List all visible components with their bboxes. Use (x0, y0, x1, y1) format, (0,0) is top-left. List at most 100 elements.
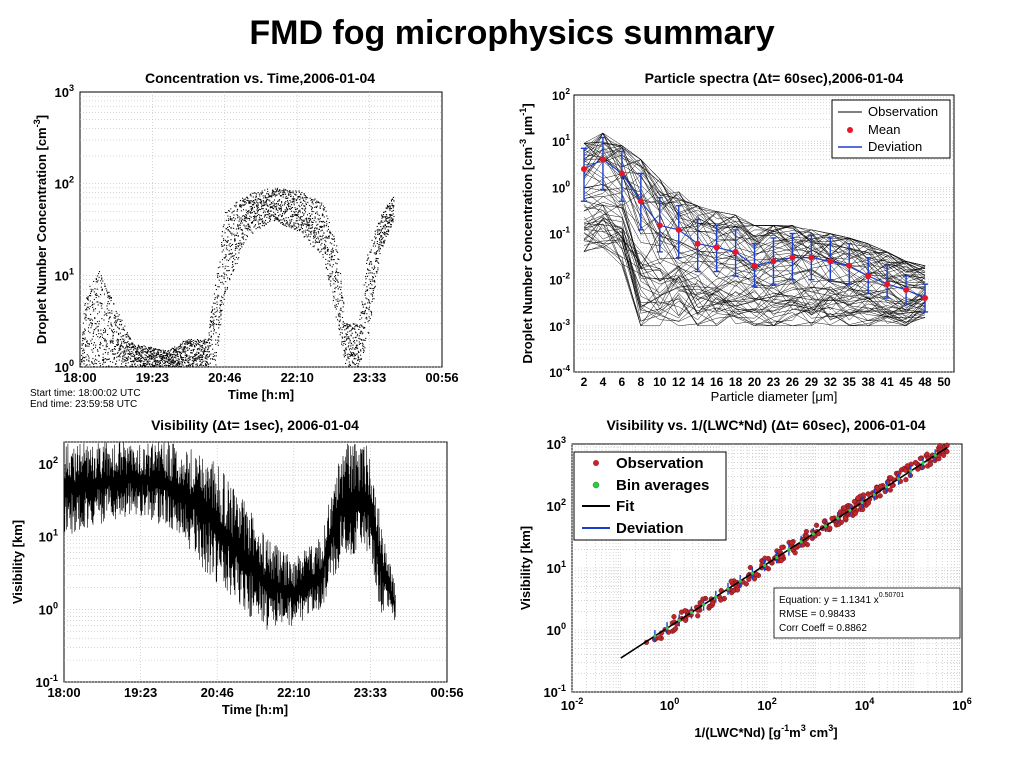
observation-point (150, 346, 152, 348)
observation-point (89, 364, 91, 366)
observation-point (695, 613, 701, 619)
observation-point (275, 213, 277, 215)
observation-point (227, 215, 229, 217)
observation-point (316, 237, 318, 240)
observation-point (338, 324, 340, 326)
observation-point (142, 348, 144, 350)
observation-point (321, 226, 323, 228)
observation-point (344, 336, 346, 338)
observation-point (85, 314, 87, 316)
observation-point (185, 342, 187, 344)
bin-average-point (909, 469, 913, 473)
observation-point (372, 245, 374, 247)
observation-point (103, 348, 105, 350)
observation-point (325, 245, 327, 247)
observation-line (583, 240, 926, 324)
observation-point (159, 349, 161, 351)
observation-point (184, 340, 186, 342)
observation-point (275, 207, 277, 209)
observation-point (233, 233, 235, 235)
observation-point (237, 215, 239, 217)
observation-point (159, 362, 162, 364)
observation-point (349, 351, 351, 353)
observation-point (262, 208, 264, 210)
observation-point (87, 330, 90, 332)
observation-point (262, 222, 264, 224)
observation-point (194, 358, 196, 360)
observation-point (192, 343, 194, 345)
observation-point (356, 348, 358, 350)
observation-point (138, 347, 140, 349)
observation-point (106, 366, 108, 368)
observation-point (220, 303, 222, 306)
observation-point (297, 216, 300, 218)
observation-point (183, 341, 185, 343)
observation-point (104, 327, 106, 330)
observation-point (303, 230, 305, 232)
observation-point (295, 193, 297, 195)
observation-point (317, 223, 319, 225)
observation-point (268, 209, 270, 211)
observation-point (122, 366, 124, 368)
observation-point (127, 340, 129, 343)
observation-point (307, 201, 309, 203)
observation-point (292, 213, 294, 216)
observation-point (369, 251, 371, 253)
observation-point (321, 239, 323, 241)
observation-point (169, 352, 171, 354)
observation-point (360, 354, 362, 356)
observation-point (257, 227, 259, 229)
observation-point (167, 364, 169, 366)
observation-point (327, 249, 329, 251)
observation-point (212, 348, 214, 350)
observation-point (285, 220, 288, 222)
observation-point (83, 352, 86, 354)
observation-point (203, 342, 205, 345)
x-tick-label: 100 (660, 696, 680, 713)
observation-point (113, 317, 115, 319)
observation-point (157, 361, 159, 363)
observation-point (219, 309, 222, 311)
observation-point (177, 364, 179, 366)
observation-point (341, 292, 343, 294)
observation-point (230, 232, 232, 234)
bin-average-point (848, 508, 852, 512)
observation-point (367, 258, 369, 260)
observation-point (173, 348, 175, 351)
observation-point (108, 291, 110, 293)
observation-point (280, 194, 282, 197)
observation-point (122, 335, 125, 337)
observation-point (151, 349, 154, 351)
observation-point (236, 262, 238, 264)
observation-point (107, 325, 109, 327)
observation-point (364, 347, 366, 349)
observation-point (312, 236, 315, 238)
observation-point (120, 348, 122, 350)
observation-point (364, 327, 366, 329)
observation-point (215, 352, 217, 354)
observation-point (159, 361, 161, 364)
observation-point (138, 345, 140, 348)
observation-point (380, 238, 382, 240)
observation-point (165, 366, 167, 368)
observation-point (134, 357, 136, 359)
observation-point (320, 204, 323, 206)
observation-point (353, 362, 355, 364)
observation-point (253, 206, 255, 208)
observation-point (99, 337, 101, 339)
observation-point (259, 195, 261, 197)
observation-point (185, 350, 187, 352)
observation-point (155, 366, 157, 368)
observation-point (309, 215, 312, 217)
observation-point (327, 236, 330, 238)
observation-point (220, 313, 222, 315)
observation-point (117, 355, 119, 357)
observation-point (329, 254, 331, 256)
observation-point (153, 365, 155, 367)
observation-point (164, 352, 166, 354)
observation-point (86, 309, 88, 311)
observation-point (278, 189, 280, 191)
observation-point (184, 348, 186, 350)
observation-point (241, 246, 243, 248)
y-tick-label: 101 (38, 528, 58, 545)
